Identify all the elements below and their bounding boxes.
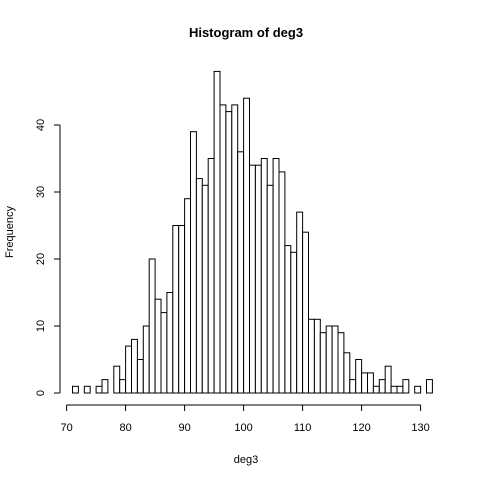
histogram-bar [154,298,162,394]
x-axis: 70 80 90 100 110 120 130 [60,404,430,434]
histogram-bar [266,184,274,394]
histogram-bar [249,164,256,394]
x-tick-label: 80 [119,422,131,434]
histogram-bar [414,385,422,394]
histogram-bar [284,245,292,394]
y-tick-label: 40 [35,119,47,131]
histogram-bar [290,251,298,394]
y-tick-label: 30 [35,186,47,198]
histogram-bar [72,385,79,394]
histogram-bar [113,365,121,394]
x-tick-label: 110 [294,422,312,434]
histogram-bar [142,325,150,394]
histogram-bar [272,158,280,394]
histogram-bar [325,325,333,394]
histogram-bar [390,385,398,394]
histogram-bar [319,332,327,394]
histogram-bar [213,70,221,394]
histogram-bar [101,379,109,394]
histogram-bar [237,151,245,394]
x-tick-label: 70 [60,422,72,434]
histogram-bar [231,104,239,394]
histogram-bar [201,184,209,394]
histogram-bar [178,225,186,394]
histogram-bar [190,131,197,394]
y-axis: 0 10 20 30 40 [35,119,61,396]
histogram-bar [148,258,156,394]
histogram-bar [355,359,363,394]
histogram-bar [166,292,174,394]
histogram-bar [331,325,339,394]
histogram-bar [95,385,103,394]
histogram-bar [136,359,144,394]
histogram-bar [260,158,268,394]
y-tick-label: 10 [35,320,47,332]
histogram-bar [349,379,357,394]
histogram-bar [343,352,351,394]
histogram-bar [184,198,192,394]
histogram-bar [337,332,345,394]
histogram-bar [207,158,215,394]
histogram-bar [225,111,233,394]
x-tick-label: 90 [178,422,190,434]
histogram-bar [384,365,392,394]
histogram-bar [131,338,138,394]
histogram-bar [308,318,315,394]
histogram-bar [372,385,380,394]
x-tick-label: 130 [411,422,429,434]
histogram-bar [254,164,262,394]
histogram-bar [313,318,321,394]
histogram-bar [302,231,310,394]
histogram-bar [296,211,304,394]
histogram-bar [396,385,404,394]
histogram-bar [367,372,374,394]
histogram-bar [402,379,410,394]
histogram-bar [361,372,369,394]
histogram-bar [426,379,433,394]
x-axis-label: deg3 [234,454,258,466]
histogram-bar [219,104,227,394]
histogram-bar [172,225,180,394]
x-tick-label: 120 [352,422,370,434]
histogram-bar [243,97,251,394]
histogram-bar [160,312,168,394]
y-tick-label: 0 [35,390,47,396]
y-axis-label: Frequency [4,206,16,258]
histogram-bar [195,178,203,394]
histogram-bar [119,379,127,394]
x-tick-label: 100 [234,422,252,434]
histogram-bar [378,379,386,394]
histogram-bar [278,171,286,394]
bars-group [72,70,433,394]
histogram-bar [125,345,132,394]
histogram-bar [83,385,91,394]
chart-title: Histogram of deg3 [189,25,303,40]
y-tick-label: 20 [35,253,47,265]
